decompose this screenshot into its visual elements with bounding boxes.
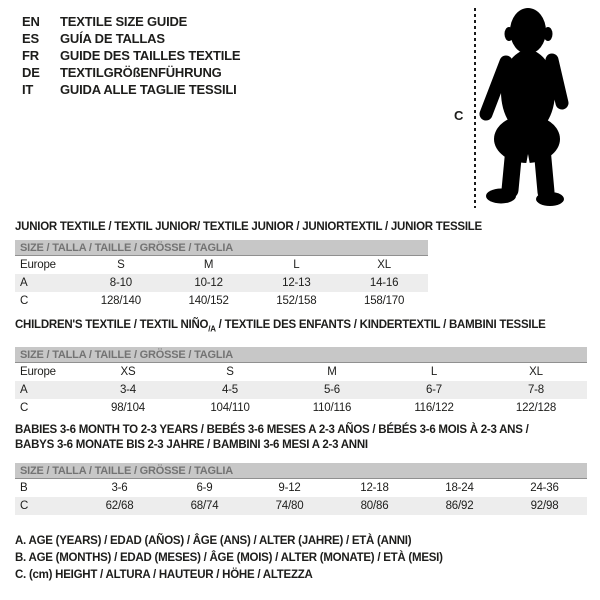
table-cell: 116/122 bbox=[414, 402, 454, 414]
baby-silhouette-icon bbox=[479, 8, 569, 206]
table-header-size: SIZE / TALLA / TAILLE / GRÖSSE / TAGLIA bbox=[15, 347, 587, 363]
table-row: C 128/140 140/152 152/158 158/170 bbox=[15, 292, 428, 310]
table-cell: 4-5 bbox=[221, 384, 239, 396]
table-row: C 98/104 104/110 110/116 116/122 122/128 bbox=[15, 399, 587, 417]
height-measure-label: C bbox=[454, 108, 464, 123]
row-label: C bbox=[20, 295, 29, 307]
row-label: A bbox=[20, 384, 28, 396]
row-label: Europe bbox=[20, 366, 56, 378]
note-a: A. AGE (YEARS) / EDAD (AÑOS) / ÂGE (ANS)… bbox=[15, 535, 412, 547]
lang-title: TEXTILGRÖßENFÜHRUNG bbox=[60, 65, 222, 80]
note-b: B. AGE (MONTHS) / EDAD (MESES) / ÂGE (MO… bbox=[15, 552, 443, 564]
table-cell: 92/98 bbox=[530, 500, 559, 512]
table-row: C 62/68 68/74 74/80 80/86 86/92 92/98 bbox=[15, 497, 587, 515]
table-cell: 10-12 bbox=[194, 277, 223, 289]
table-cell: 98/104 bbox=[111, 402, 145, 414]
table-row: A 8-10 10-12 12-13 14-16 bbox=[15, 274, 428, 292]
babies-title-line1: BABIES 3-6 MONTH TO 2-3 YEARS / BEBÉS 3-… bbox=[15, 424, 529, 436]
table-cell: 8-10 bbox=[109, 277, 132, 289]
table-cell: 158/170 bbox=[364, 295, 405, 307]
table-cell: 3-4 bbox=[119, 384, 137, 396]
lang-code: FR bbox=[22, 48, 39, 63]
note-c: C. (cm) HEIGHT / ALTURA / HAUTEUR / HÖHE… bbox=[15, 569, 313, 581]
lang-row-de: DE TEXTILGRÖßENFÜHRUNG bbox=[22, 64, 240, 81]
table-cell: 86/92 bbox=[445, 500, 474, 512]
children-title-sub: /A bbox=[208, 324, 216, 334]
table-cell: XS bbox=[120, 366, 136, 378]
table-cell: 74/80 bbox=[275, 500, 304, 512]
table-cell: 62/68 bbox=[105, 500, 134, 512]
table-cell: XL bbox=[529, 366, 543, 378]
junior-size-table: SIZE / TALLA / TAILLE / GRÖSSE / TAGLIA … bbox=[15, 240, 428, 310]
table-cell: 140/152 bbox=[188, 295, 229, 307]
lang-row-es: ES GUÍA DE TALLAS bbox=[22, 30, 240, 47]
table-cell: 80/86 bbox=[360, 500, 389, 512]
table-cell: 5-6 bbox=[323, 384, 341, 396]
table-header-size: SIZE / TALLA / TAILLE / GRÖSSE / TAGLIA bbox=[15, 240, 428, 256]
babies-title-line2: BABYS 3-6 MONATE BIS 2-3 JAHRE / BAMBINI… bbox=[15, 439, 368, 451]
lang-title: GUÍA DE TALLAS bbox=[60, 31, 165, 46]
table-cell: 7-8 bbox=[527, 384, 545, 396]
children-title-suffix: / TEXTILE DES ENFANTS / KINDERTEXTIL / B… bbox=[215, 319, 546, 331]
table-cell: 104/110 bbox=[210, 402, 250, 414]
table-cell: 18-24 bbox=[445, 482, 474, 494]
children-section-title: CHILDREN'S TEXTILE / TEXTIL NIÑO/A / TEX… bbox=[15, 319, 546, 333]
table-cell: 6-9 bbox=[196, 482, 213, 494]
table-cell: S bbox=[226, 366, 234, 378]
table-cell: 9-12 bbox=[278, 482, 301, 494]
lang-row-it: IT GUIDA ALLE TAGLIE TESSILI bbox=[22, 81, 240, 98]
row-label: B bbox=[20, 482, 28, 494]
table-row: Europe S M L XL bbox=[15, 256, 428, 274]
table-cell: M bbox=[327, 366, 337, 378]
junior-section-title: JUNIOR TEXTILE / TEXTIL JUNIOR/ TEXTILE … bbox=[15, 221, 482, 233]
language-title-list: EN TEXTILE SIZE GUIDE ES GUÍA DE TALLAS … bbox=[22, 13, 241, 98]
lang-title: GUIDE DES TAILLES TEXTILE bbox=[60, 48, 241, 63]
table-cell: S bbox=[117, 259, 125, 271]
table-cell: 12-18 bbox=[360, 482, 389, 494]
height-measure-dashed-line bbox=[474, 8, 476, 208]
babies-size-table: SIZE / TALLA / TAILLE / GRÖSSE / TAGLIA … bbox=[15, 463, 587, 515]
babies-section-title: BABIES 3-6 MONTH TO 2-3 YEARS / BEBÉS 3-… bbox=[15, 423, 529, 453]
lang-code: ES bbox=[22, 31, 39, 46]
table-cell: 110/116 bbox=[312, 402, 352, 414]
table-cell: 12-13 bbox=[282, 277, 311, 289]
table-cell: 24-36 bbox=[530, 482, 559, 494]
table-cell: 3-6 bbox=[111, 482, 128, 494]
row-label: Europe bbox=[20, 259, 56, 271]
table-cell: 6-7 bbox=[425, 384, 443, 396]
table-cell: 128/140 bbox=[100, 295, 141, 307]
row-label: A bbox=[20, 277, 28, 289]
children-title-prefix: CHILDREN'S TEXTILE / TEXTIL NIÑO bbox=[15, 319, 209, 331]
table-cell: 14-16 bbox=[369, 277, 399, 289]
lang-code: IT bbox=[22, 82, 34, 97]
row-label: C bbox=[20, 500, 29, 512]
lang-title: GUIDA ALLE TAGLIE TESSILI bbox=[60, 82, 237, 97]
children-size-table: SIZE / TALLA / TAILLE / GRÖSSE / TAGLIA … bbox=[15, 347, 587, 417]
table-cell: 122/128 bbox=[515, 402, 557, 414]
lang-title: TEXTILE SIZE GUIDE bbox=[60, 14, 188, 29]
table-cell: L bbox=[293, 259, 300, 271]
lang-row-en: EN TEXTILE SIZE GUIDE bbox=[22, 13, 240, 30]
row-label: C bbox=[20, 402, 29, 414]
table-cell: M bbox=[203, 259, 214, 271]
table-cell: 152/158 bbox=[276, 295, 317, 307]
table-row: B 3-6 6-9 9-12 12-18 18-24 24-36 bbox=[15, 479, 587, 497]
lang-row-fr: FR GUIDE DES TAILLES TEXTILE bbox=[22, 47, 241, 64]
lang-code: EN bbox=[22, 14, 40, 29]
table-row: A 3-4 4-5 5-6 6-7 7-8 bbox=[15, 381, 587, 399]
table-header-size: SIZE / TALLA / TAILLE / GRÖSSE / TAGLIA bbox=[15, 463, 587, 479]
lang-code: DE bbox=[22, 65, 40, 80]
legend-notes: A. AGE (YEARS) / EDAD (AÑOS) / ÂGE (ANS)… bbox=[15, 533, 443, 584]
table-cell: L bbox=[430, 366, 438, 378]
table-row: Europe XS S M L XL bbox=[15, 363, 587, 381]
table-cell: XL bbox=[377, 259, 391, 271]
table-cell: 68/74 bbox=[190, 500, 219, 512]
